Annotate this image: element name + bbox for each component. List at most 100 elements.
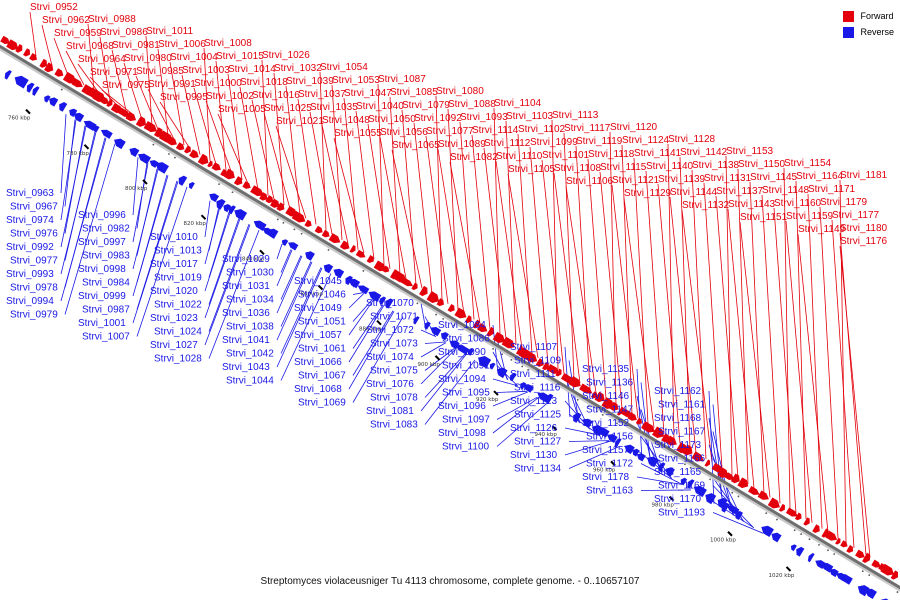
reverse-leader xyxy=(712,512,764,534)
forward-gene-label: Strvi_1149 xyxy=(798,224,846,235)
forward-gene xyxy=(355,249,366,258)
reverse-gene xyxy=(829,568,839,578)
legend-item-reverse: Reverse xyxy=(843,24,894,40)
forward-gene-label: Strvi_1014 xyxy=(228,64,276,75)
forward-gene xyxy=(568,376,581,388)
forward-leader xyxy=(437,148,465,314)
forward-gene-label: Strvi_1145 xyxy=(750,172,798,183)
forward-gene-label: Strvi_1003 xyxy=(182,65,230,76)
reverse-gene-label: Strvi_0967 xyxy=(10,202,58,213)
forward-gene-label: Strvi_1153 xyxy=(726,146,774,157)
reverse-gene-label: Strvi_1067 xyxy=(298,371,346,382)
forward-leader xyxy=(413,122,433,295)
forward-gene-label: Strvi_1018 xyxy=(240,77,288,88)
reverse-gene-label: Strvi_1163 xyxy=(586,486,634,497)
reverse-gene xyxy=(693,485,707,498)
reverse-gene-label: Strvi_1084 xyxy=(438,320,486,331)
forward-leader xyxy=(41,24,53,66)
reverse-gene-label: Strvi_1167 xyxy=(658,427,706,438)
forward-gene xyxy=(304,219,312,228)
spacer-dot xyxy=(60,88,63,91)
spacer-dot xyxy=(362,270,365,272)
forward-leader xyxy=(529,146,549,364)
reverse-gene-label: Strvi_1070 xyxy=(366,298,414,309)
forward-leader xyxy=(425,135,449,304)
reverse-gene xyxy=(357,285,370,295)
tick-mark xyxy=(200,214,207,220)
forward-gene xyxy=(724,472,735,481)
forward-gene xyxy=(501,336,515,349)
reverse-leader xyxy=(564,440,611,456)
tick-mark xyxy=(493,390,499,396)
tick-mark xyxy=(551,425,558,431)
forward-gene xyxy=(117,107,131,117)
reverse-gene-label: Strvi_0982 xyxy=(82,224,130,235)
forward-leader xyxy=(471,134,491,330)
forward-leader xyxy=(819,206,839,539)
reverse-leader xyxy=(352,310,394,376)
forward-leader xyxy=(621,144,633,415)
forward-leader xyxy=(623,197,655,428)
spacer-dot xyxy=(453,324,455,327)
forward-gene-label: Strvi_1093 xyxy=(460,112,508,123)
reverse-gene xyxy=(582,418,593,428)
forward-gene xyxy=(23,48,31,57)
reverse-gene xyxy=(790,544,797,552)
reverse-gene-label: Strvi_1147 xyxy=(586,405,634,416)
reverse-gene-label: Strvi_0963 xyxy=(6,188,54,199)
forward-gene xyxy=(767,497,780,509)
reverse-leader xyxy=(208,211,230,278)
reverse-gene-label: Strvi_1094 xyxy=(438,374,486,385)
reverse-gene-label: Strvi_1169 xyxy=(658,481,706,492)
forward-leader xyxy=(679,156,691,450)
tick-label: 820 kbp xyxy=(184,221,207,227)
forward-gene xyxy=(62,71,77,84)
forward-gene-label: Strvi_1021 xyxy=(276,116,324,127)
reverse-gene xyxy=(680,477,688,486)
forward-gene-label: Strvi_1129 xyxy=(624,188,672,199)
reverse-gene-label: Strvi_0979 xyxy=(10,310,58,321)
forward-swatch xyxy=(843,10,855,22)
spacer-dot xyxy=(492,348,495,350)
forward-gene xyxy=(730,473,740,484)
spacer-dot xyxy=(601,413,604,416)
reverse-gene xyxy=(726,505,740,515)
forward-gene-label: Strvi_1065 xyxy=(392,140,440,151)
forward-leader xyxy=(87,23,95,91)
forward-gene xyxy=(682,444,693,456)
reverse-gene-label: Strvi_1107 xyxy=(510,342,558,353)
reverse-gene-label: Strvi_0983 xyxy=(82,251,130,262)
forward-leader xyxy=(505,120,517,345)
forward-gene-label: Strvi_1106 xyxy=(566,176,614,187)
forward-gene xyxy=(476,323,488,333)
forward-leader xyxy=(725,155,733,475)
reverse-gene xyxy=(413,316,420,325)
forward-gene-label: Strvi_1118 xyxy=(588,149,635,160)
forward-gene xyxy=(785,507,798,517)
spacer-dot xyxy=(818,543,820,546)
reverse-gene-label: Strvi_1135 xyxy=(582,364,630,375)
forward-gene-label: Strvi_1114 xyxy=(472,125,519,136)
forward-gene xyxy=(778,503,785,512)
reverse-leader xyxy=(276,267,323,368)
reverse-gene-label: Strvi_1045 xyxy=(294,276,342,287)
reverse-gene-label: Strvi_0998 xyxy=(78,264,126,275)
forward-gene xyxy=(291,210,306,223)
forward-leader xyxy=(797,233,829,533)
reverse-gene-label: Strvi_1049 xyxy=(294,303,342,314)
forward-gene-label: Strvi_1181 xyxy=(840,170,888,181)
map-caption: Streptomyces violaceusniger Tu 4113 chro… xyxy=(260,576,640,587)
forward-gene xyxy=(259,192,268,201)
reverse-gene-label: Strvi_1031 xyxy=(222,281,270,292)
reverse-gene xyxy=(348,278,361,289)
reverse-leader xyxy=(348,305,385,363)
reverse-gene-label: Strvi_1028 xyxy=(154,354,202,365)
reverse-leader xyxy=(280,255,302,300)
reverse-leader xyxy=(60,120,77,221)
reverse-gene xyxy=(93,125,100,133)
forward-gene-label: Strvi_1150 xyxy=(738,159,786,170)
forward-gene xyxy=(454,307,467,319)
spacer-dot xyxy=(152,143,155,146)
forward-gene-label: Strvi_1050 xyxy=(368,114,416,125)
